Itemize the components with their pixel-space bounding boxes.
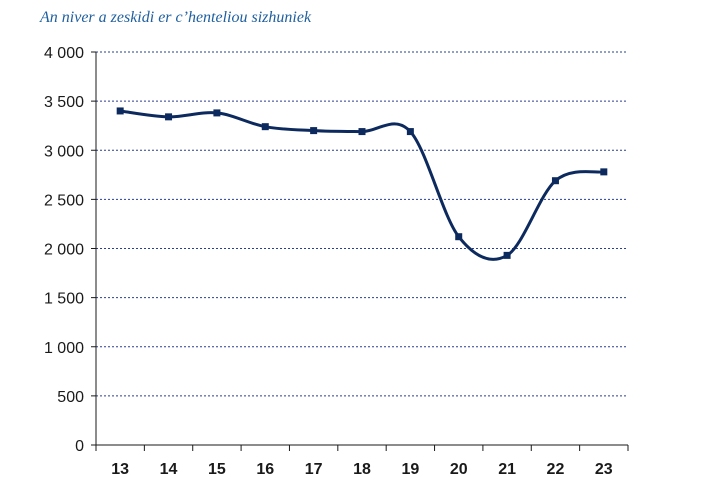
x-tick-label: 20 <box>450 461 468 478</box>
x-tick-label: 18 <box>353 461 371 478</box>
y-tick-label: 1 000 <box>44 340 84 357</box>
data-point <box>116 107 124 115</box>
y-tick-label: 3 000 <box>44 143 84 160</box>
x-tick-label: 21 <box>498 461 516 478</box>
y-tick-label: 2 500 <box>44 192 84 209</box>
x-tick-label: 14 <box>160 461 178 478</box>
y-tick-label: 2 000 <box>44 242 84 259</box>
x-tick-labels: 13 14 15 16 17 18 19 20 21 22 23 <box>111 461 613 478</box>
data-point <box>406 128 414 136</box>
x-tick-label: 22 <box>547 461 565 478</box>
data-point <box>261 123 269 131</box>
x-tick-label: 16 <box>256 461 274 478</box>
series-line <box>119 109 605 261</box>
data-point <box>455 233 463 241</box>
x-tick-label: 19 <box>401 461 419 478</box>
data-point <box>551 177 559 185</box>
y-tick-label: 0 <box>75 438 84 455</box>
y-tick-label: 3 500 <box>44 94 84 111</box>
y-tick-label: 500 <box>57 389 84 406</box>
y-tick-labels: 0 500 1 000 1 500 2 000 2 500 3 000 3 500 4 000 <box>44 45 84 455</box>
data-point <box>503 251 511 259</box>
gridlines <box>96 51 628 397</box>
data-point <box>310 127 318 135</box>
data-markers <box>116 107 608 259</box>
data-point <box>213 109 221 117</box>
x-tick-label: 17 <box>305 461 323 478</box>
y-tick-label: 1 500 <box>44 291 84 308</box>
y-tick-label: 4 000 <box>44 45 84 62</box>
data-point <box>358 128 366 136</box>
x-tick-label: 23 <box>595 461 613 478</box>
data-point <box>165 113 173 121</box>
chart-title: An niver a zeskidi er c’henteliou sizhun… <box>40 9 312 26</box>
axes <box>91 51 629 451</box>
x-tick-label: 15 <box>208 461 226 478</box>
data-point <box>600 168 608 176</box>
x-tick-label: 13 <box>111 461 129 478</box>
